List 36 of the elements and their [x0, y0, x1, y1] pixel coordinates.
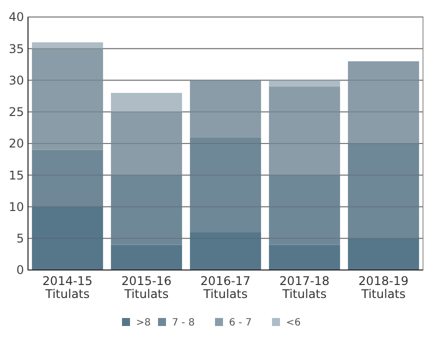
legend-label: 7 - 8: [172, 318, 195, 328]
y-tick-label: 40: [8, 10, 24, 24]
bar: [32, 42, 104, 49]
legend-label: 6 - 7: [229, 318, 252, 328]
bar: [268, 80, 340, 87]
bar: [110, 112, 182, 176]
bar: [190, 137, 262, 232]
y-tick-label: 30: [8, 73, 24, 88]
x-tick-label: 2017-18 Titulats: [279, 274, 330, 301]
x-tick-label: 2018-19 Titulats: [358, 274, 409, 301]
bar: [348, 238, 420, 270]
y-tick-label: 25: [8, 105, 24, 120]
y-tick-label: 5: [16, 232, 24, 246]
y-tick-label: 35: [8, 42, 24, 56]
bar: [32, 150, 104, 207]
bar: [32, 48, 104, 150]
bar: [348, 61, 420, 144]
bar: [268, 244, 340, 270]
legend-label: >8: [136, 318, 151, 328]
y-tick-label: 20: [8, 136, 24, 151]
x-tick-label: 2016-17 Titulats: [200, 274, 251, 301]
x-tick-label: 2015-16 Titulats: [121, 274, 172, 301]
legend-label: <6: [286, 318, 301, 328]
bar: [268, 175, 340, 245]
bar: [190, 232, 262, 270]
y-tick-label: 0: [16, 263, 24, 278]
bar: [110, 244, 182, 270]
bar: [32, 206, 104, 270]
bar: [268, 86, 340, 176]
bar: [110, 92, 182, 112]
y-tick-label: 10: [8, 200, 24, 214]
bar: [190, 80, 262, 138]
bar: [110, 175, 182, 245]
y-tick-label: 15: [8, 168, 24, 182]
x-tick-label: 2014-15 Titulats: [42, 274, 93, 301]
bar: [348, 144, 420, 238]
